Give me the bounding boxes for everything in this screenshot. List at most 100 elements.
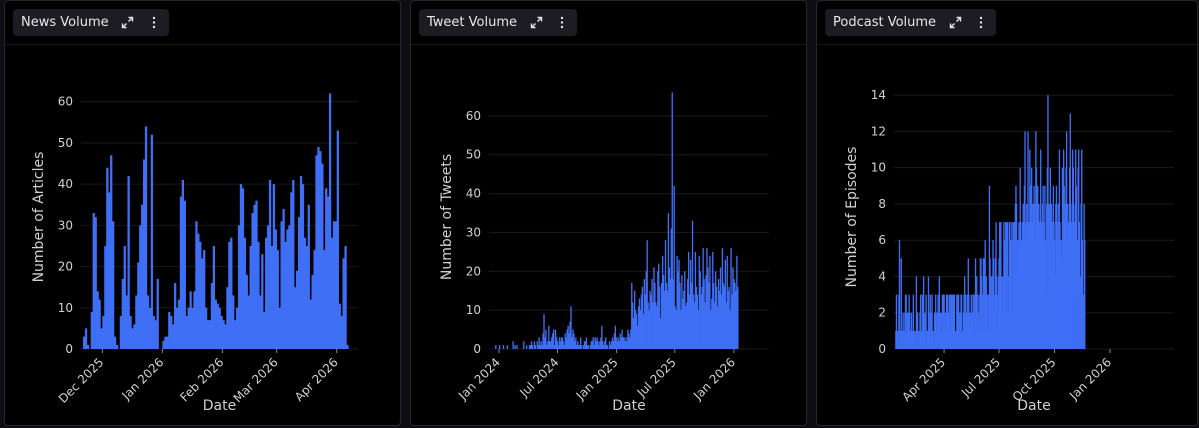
- bar: [591, 341, 593, 349]
- x-tick-label: Dec 2025: [56, 355, 107, 406]
- bar: [721, 247, 724, 349]
- bar: [224, 324, 227, 349]
- bar: [623, 337, 625, 349]
- bar: [338, 303, 341, 349]
- bar: [657, 271, 659, 349]
- bar: [141, 204, 144, 349]
- bar: [631, 282, 633, 349]
- bar: [201, 258, 204, 349]
- bar: [346, 344, 349, 349]
- bar: [678, 259, 680, 349]
- bar: [687, 251, 690, 349]
- bar: [648, 310, 650, 349]
- bar: [682, 298, 684, 349]
- bar: [516, 345, 518, 349]
- bar: [537, 345, 539, 349]
- bar: [965, 294, 967, 349]
- kebab-menu-icon[interactable]: [147, 16, 161, 30]
- bar: [633, 317, 635, 349]
- expand-icon[interactable]: [948, 16, 962, 30]
- y-tick-label: 6: [878, 233, 886, 247]
- bar: [183, 200, 186, 349]
- bar: [736, 255, 738, 349]
- bar: [587, 345, 590, 349]
- bar: [323, 250, 326, 349]
- bar: [249, 245, 252, 349]
- bar: [179, 196, 183, 349]
- bar: [548, 325, 550, 349]
- bar: [728, 286, 730, 349]
- bar: [1084, 240, 1086, 349]
- bar: [616, 341, 618, 349]
- bar: [606, 345, 609, 349]
- bar: [936, 312, 938, 349]
- y-tick-label: 50: [58, 136, 73, 150]
- bar: [960, 294, 963, 349]
- y-tick-label: 0: [878, 342, 886, 356]
- bar: [327, 196, 330, 349]
- tweet-volume-panel: Tweet Volume 0 10 20 30 40 50 60 Jan 2024 Jul 20…: [410, 0, 807, 426]
- podcast-volume-panel: Podcast Volume 0 2 4 6 8 10 12 14 Apr 2025 Jul 20…: [816, 0, 1198, 426]
- bar: [142, 159, 146, 349]
- kebab-menu-icon[interactable]: [555, 16, 569, 30]
- bar: [292, 180, 295, 349]
- bar: [212, 245, 216, 349]
- y-axis-title: Number of Tweets: [439, 154, 455, 280]
- bar: [1076, 240, 1078, 349]
- bar: [639, 310, 642, 349]
- expand-icon[interactable]: [529, 16, 543, 30]
- bar: [228, 241, 231, 349]
- y-tick-label: 10: [466, 303, 481, 317]
- bar: [996, 294, 998, 349]
- bar: [574, 341, 576, 349]
- bar: [164, 336, 167, 349]
- x-tick-label: Mar 2026: [231, 355, 281, 405]
- bar: [686, 302, 688, 349]
- bar: [232, 295, 235, 349]
- bar: [909, 312, 911, 349]
- bar: [1000, 222, 1002, 349]
- bar: [195, 221, 198, 349]
- x-tick-label: Jan 2026: [1066, 355, 1114, 403]
- bar: [638, 298, 641, 349]
- bar: [698, 255, 700, 349]
- expand-icon[interactable]: [121, 16, 135, 30]
- bar: [568, 333, 570, 349]
- kebab-menu-icon[interactable]: [974, 16, 988, 30]
- bar: [290, 192, 293, 349]
- bar: [582, 345, 585, 349]
- bar: [650, 294, 652, 349]
- bar: [523, 341, 525, 349]
- bar: [284, 241, 287, 349]
- bar: [129, 316, 132, 349]
- bar: [187, 307, 190, 349]
- bar: [668, 267, 671, 349]
- bar: [315, 155, 318, 349]
- bar: [525, 345, 528, 349]
- bar: [712, 251, 714, 349]
- bar: [677, 271, 679, 349]
- bar: [611, 337, 614, 349]
- bar: [730, 247, 732, 349]
- bar: [330, 237, 334, 349]
- x-tick-label: Jan 2024: [455, 355, 503, 403]
- bar: [700, 294, 702, 349]
- bar: [633, 290, 636, 349]
- bar: [199, 241, 202, 349]
- bar: [693, 302, 696, 349]
- bar-series: [895, 95, 1086, 350]
- bar: [294, 287, 297, 349]
- bar: [204, 307, 208, 349]
- bar: [546, 345, 548, 349]
- bar: [328, 93, 332, 349]
- bar: [210, 283, 214, 349]
- bar: [216, 303, 219, 349]
- bar: [684, 271, 686, 349]
- bar: [931, 294, 933, 349]
- bar: [725, 302, 727, 349]
- bar: [705, 275, 707, 349]
- bar: [534, 345, 536, 349]
- panel-title: Tweet Volume: [427, 15, 517, 30]
- bar: [651, 279, 653, 349]
- bar: [543, 314, 545, 349]
